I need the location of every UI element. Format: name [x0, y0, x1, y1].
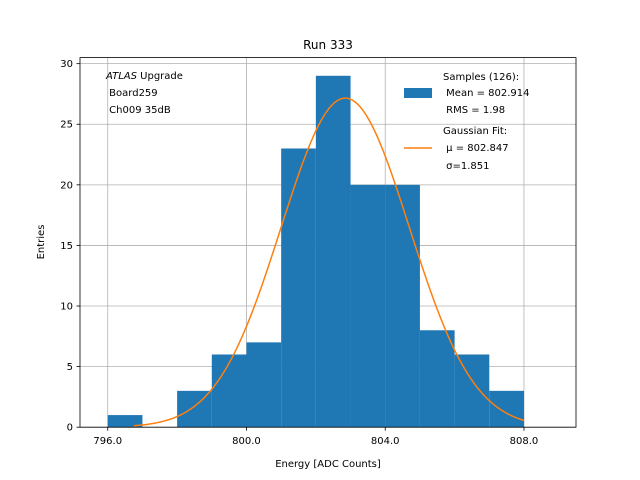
x-axis-ticks: 796.0 800.0 804.0 808.0 [93, 427, 538, 447]
histogram-bar [107, 415, 143, 428]
legend-samples-rms: RMS = 1.98 [443, 105, 505, 116]
legend: Samples (126): Mean = 802.914 RMS = 1.98… [404, 72, 530, 172]
histogram-bar [350, 184, 386, 428]
legend-samples-title: Samples (126): [443, 72, 519, 83]
svg-text:ATLAS Upgrade: ATLAS Upgrade [105, 71, 183, 82]
y-tick-label: 20 [60, 180, 73, 191]
histogram-bar [454, 354, 490, 428]
x-tick-label: 804.0 [371, 436, 400, 447]
y-tick-label: 25 [60, 120, 73, 131]
y-axis-ticks: 0 5 10 15 20 25 30 [60, 59, 80, 434]
y-tick-label: 30 [60, 59, 73, 70]
histogram-bars [107, 75, 524, 428]
x-axis-label: Energy [ADC Counts] [275, 459, 381, 470]
gaussian-fit-curve [133, 97, 525, 427]
annotation-atlas: ATLAS [105, 71, 138, 82]
y-tick-label: 15 [60, 241, 73, 252]
histogram-bar [315, 75, 351, 428]
atlas-annotation: ATLAS Upgrade Board259 Ch009 35dB [105, 71, 183, 116]
annotation-channel: Ch009 35dB [106, 105, 171, 116]
legend-samples-mean: Mean = 802.914 [443, 88, 530, 99]
x-tick-label: 796.0 [93, 436, 122, 447]
y-axis-label: Entries [36, 225, 47, 260]
histogram-bar [419, 330, 455, 428]
annotation-upgrade: Upgrade [137, 71, 183, 82]
y-tick-label: 10 [60, 302, 73, 313]
annotation-board: Board259 [106, 88, 158, 99]
y-tick-label: 5 [67, 362, 73, 373]
chart-title: Run 333 [303, 38, 353, 52]
legend-fit-title: Gaussian Fit: [443, 126, 507, 137]
x-tick-label: 800.0 [232, 436, 261, 447]
histogram-bar [281, 148, 316, 428]
y-tick-label: 0 [67, 423, 73, 434]
histogram-bar [385, 184, 420, 428]
legend-fit-mu: μ = 802.847 [443, 143, 509, 154]
histogram-bar [489, 390, 524, 428]
legend-fit-sigma: σ=1.851 [443, 161, 490, 172]
histogram-bar [246, 342, 282, 428]
histogram-bar [211, 354, 247, 428]
legend-samples-swatch [404, 88, 432, 98]
plot-frame [79, 57, 577, 428]
x-tick-label: 808.0 [510, 436, 539, 447]
